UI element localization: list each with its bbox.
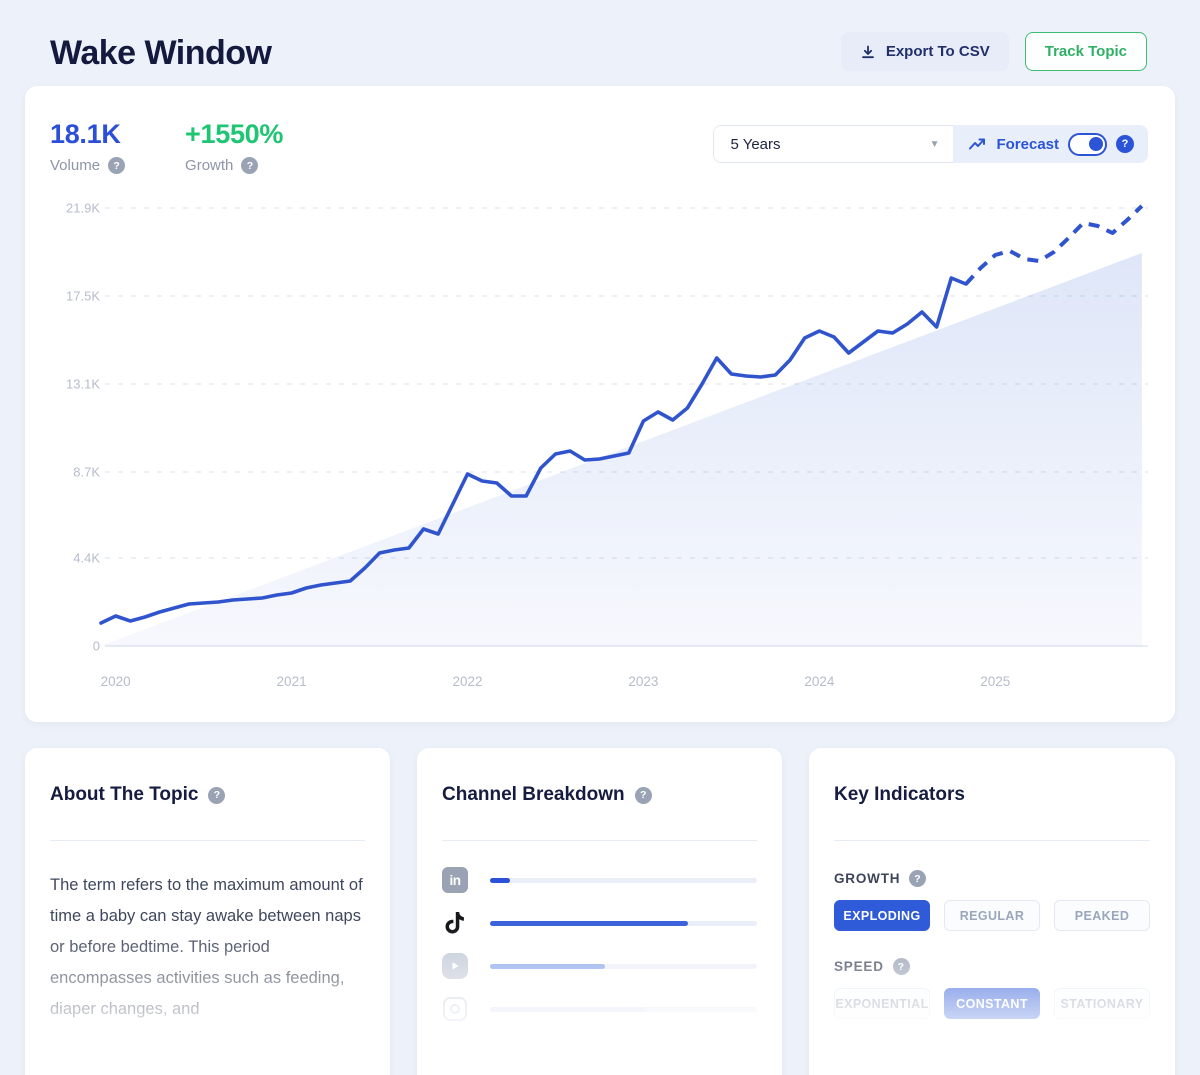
toggle-knob (1088, 137, 1103, 151)
indicator-pill-stationary[interactable]: STATIONARY (1054, 988, 1150, 1019)
channel-bar-fill (490, 920, 688, 926)
volume-help-icon[interactable]: ? (108, 157, 126, 174)
growth-help-icon[interactable]: ? (241, 157, 259, 174)
indicator-label: SPEED (834, 959, 884, 974)
indicator-pill-peaked[interactable]: PEAKED (1054, 900, 1150, 931)
channel-bar-fill (490, 1006, 645, 1012)
time-range-select[interactable]: 5 Years ▼ (713, 125, 954, 163)
channel-bar-track (490, 1006, 757, 1012)
y-axis-label: 4.4K (73, 551, 100, 566)
y-axis-label: 21.9K (66, 201, 100, 216)
x-axis-label: 2023 (628, 674, 658, 689)
indicator-pill-exponential[interactable]: EXPONENTIAL (834, 988, 930, 1019)
divider (834, 840, 1150, 841)
channel-bar-track (490, 963, 757, 969)
volume-chart-card: 18.1K Volume ? +1550% Growth ? 5 Years ▼ (25, 86, 1175, 722)
divider (50, 840, 365, 841)
forecast-line (964, 204, 1144, 286)
indicator-groups: GROWTH? EXPLODING REGULAR PEAKED SPEED? EXPON… (834, 870, 1150, 1019)
export-csv-label: Export To CSV (885, 43, 990, 60)
track-topic-label: Track Topic (1044, 43, 1127, 60)
export-csv-button[interactable]: Export To CSV (840, 32, 1009, 71)
indicator-help-icon[interactable]: ? (892, 958, 910, 975)
channel-row (442, 953, 757, 979)
growth-stat: +1550% Growth ? (185, 119, 283, 174)
indicator-group-speed: SPEED? EXPONENTIAL CONSTANT STATIONARY (834, 958, 1150, 1019)
y-axis-label: 13.1K (66, 377, 100, 392)
channel-bar-fill (490, 877, 511, 883)
x-axis-label: 2021 (277, 674, 307, 689)
forecast-controls: Forecast ? (953, 125, 1148, 163)
chart-controls: 5 Years ▼ Forecast ? (713, 125, 1148, 163)
x-axis-label: 2024 (804, 674, 835, 689)
volume-label: Volume (50, 157, 101, 174)
area-fill (101, 253, 1142, 646)
channel-breakdown-title: Channel Breakdown (442, 784, 625, 805)
indicator-pill-exploding[interactable]: EXPLODING (834, 900, 930, 931)
about-card: About The Topic ? The term refers to the… (25, 748, 390, 1075)
channel-row (442, 910, 757, 936)
download-icon (860, 44, 876, 60)
channel-bar-fill (490, 963, 605, 969)
indicator-pill-regular[interactable]: REGULAR (944, 900, 1040, 931)
youtube-icon (442, 953, 468, 979)
bottom-cards: About The Topic ? The term refers to the… (25, 748, 1175, 1075)
volume-chart: 0 4.4K 8.7K 13.1K 17.5K 21.9K 2020 2021 2022 2023… (66, 201, 1148, 689)
y-axis-label: 8.7K (73, 465, 100, 480)
key-indicators-title: Key Indicators (834, 784, 965, 805)
channel-rows: in (442, 867, 757, 1022)
x-axis-label: 2025 (980, 674, 1010, 689)
channel-help-icon[interactable]: ? (634, 786, 652, 804)
trend-up-icon (968, 136, 987, 152)
channel-row (442, 996, 757, 1022)
chevron-down-icon: ▼ (929, 138, 940, 150)
growth-label: Growth (185, 157, 234, 174)
indicator-help-icon[interactable]: ? (909, 870, 927, 887)
channel-breakdown-card: Channel Breakdown ? in (417, 748, 782, 1075)
forecast-label: Forecast (996, 135, 1059, 153)
key-indicators-card: Key Indicators GROWTH? EXPLODING REGULAR PE… (809, 748, 1175, 1075)
channel-bar-track (490, 920, 757, 926)
track-topic-button[interactable]: Track Topic (1024, 32, 1147, 71)
volume-line (99, 276, 968, 625)
channel-bar-track (490, 877, 757, 883)
stats-block: 18.1K Volume ? +1550% Growth ? (50, 119, 283, 174)
indicator-group-growth: GROWTH? EXPLODING REGULAR PEAKED (834, 870, 1150, 931)
about-text: The term refers to the maximum amount of… (50, 876, 363, 1018)
instagram-icon (442, 996, 468, 1022)
forecast-toggle[interactable] (1068, 132, 1107, 156)
page-title: Wake Window (50, 34, 272, 72)
y-axis-label: 0 (93, 639, 100, 654)
tiktok-icon (442, 910, 468, 936)
growth-value: +1550% (185, 119, 284, 149)
divider (442, 840, 757, 841)
indicator-label: GROWTH (834, 871, 901, 886)
linkedin-icon: in (442, 867, 468, 893)
x-axis-label: 2020 (101, 674, 131, 689)
about-help-icon[interactable]: ? (208, 786, 226, 804)
topbar: Wake Window Export To CSV Track Topic (0, 0, 1200, 73)
indicator-pill-constant[interactable]: CONSTANT (944, 988, 1040, 1019)
y-axis-label: 17.5K (66, 289, 100, 304)
forecast-help-icon[interactable]: ? (1116, 135, 1134, 153)
x-axis-label: 2022 (452, 674, 482, 689)
topbar-actions: Export To CSV Track Topic (840, 30, 1147, 71)
volume-stat: 18.1K Volume ? (50, 119, 126, 174)
about-title: About The Topic (50, 784, 199, 805)
channel-row: in (442, 867, 757, 893)
volume-value: 18.1K (50, 119, 121, 149)
time-range-value: 5 Years (730, 135, 781, 153)
